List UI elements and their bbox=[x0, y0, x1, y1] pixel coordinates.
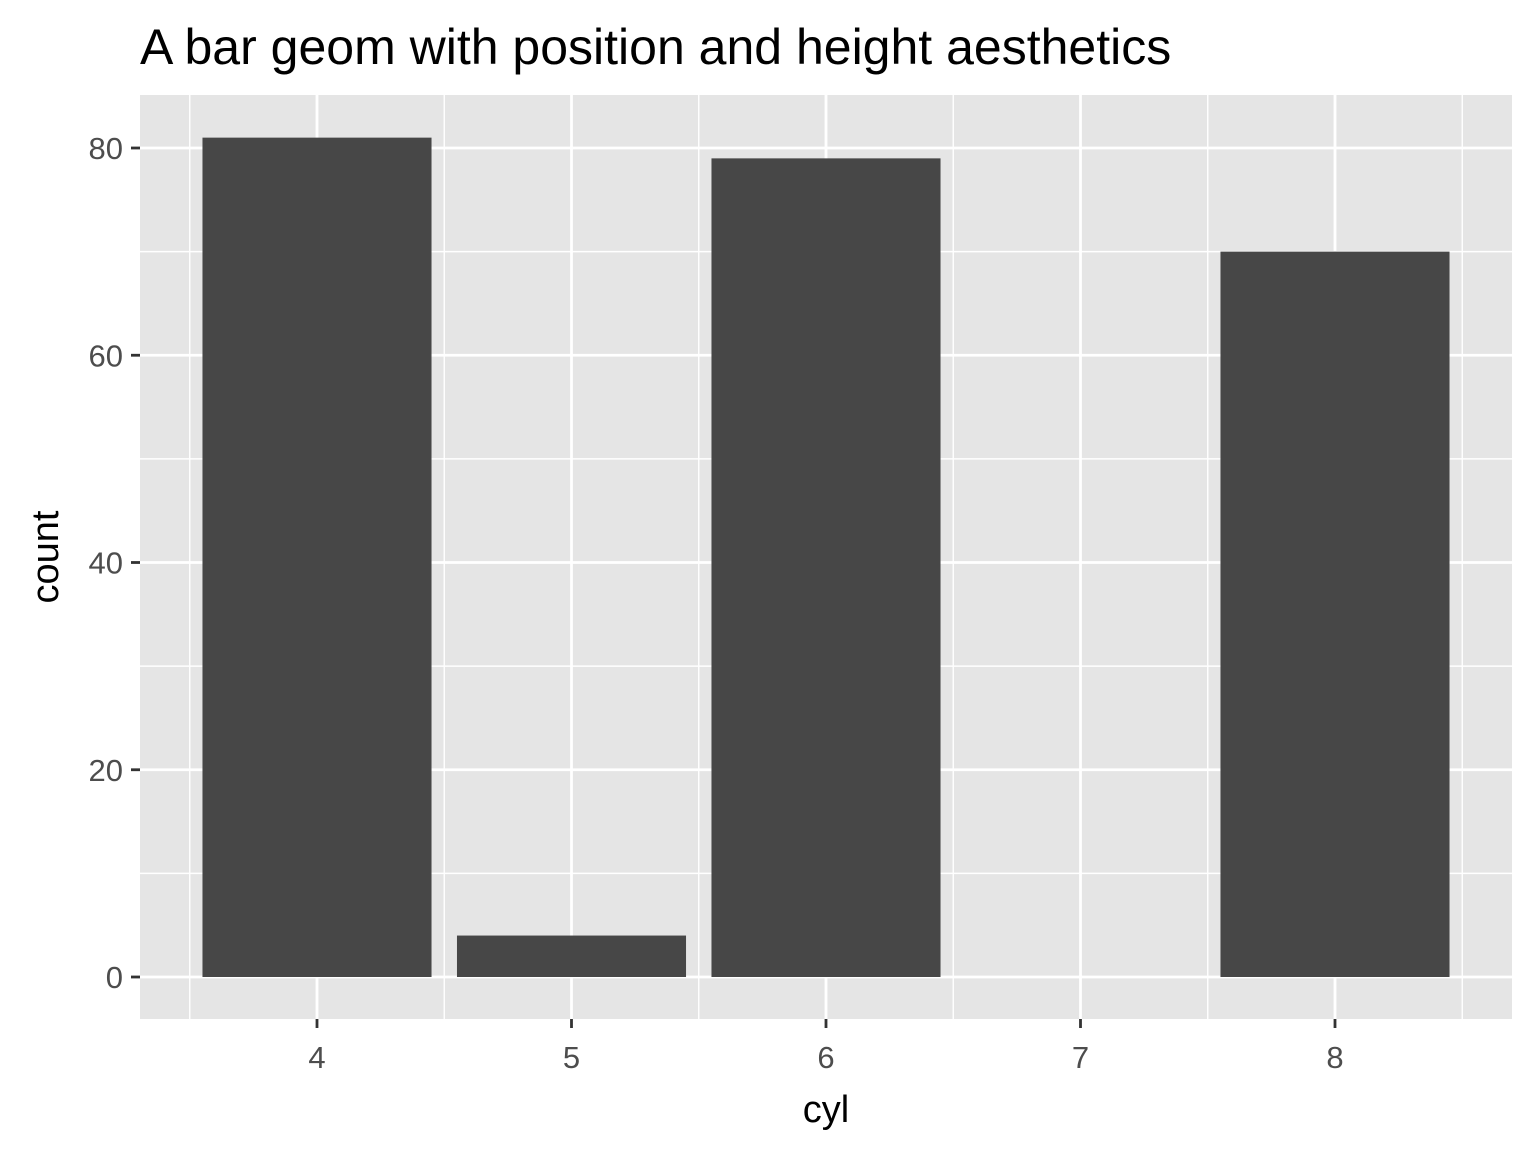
bar-cyl-5 bbox=[456, 935, 687, 977]
y-tick-label: 60 bbox=[89, 338, 123, 373]
x-axis-title: cyl bbox=[803, 1089, 849, 1131]
y-tick-label: 20 bbox=[89, 753, 123, 788]
bar-cyl-4 bbox=[202, 137, 432, 977]
y-tick-label: 0 bbox=[106, 960, 123, 995]
y-axis: 0 20 40 60 80 bbox=[89, 131, 140, 995]
y-tick-label: 40 bbox=[89, 546, 123, 581]
x-axis: 4 5 6 7 8 bbox=[308, 1019, 1344, 1075]
chart-title: A bar geom with position and height aest… bbox=[140, 19, 1171, 75]
y-axis-title: count bbox=[25, 510, 67, 603]
x-tick-label: 6 bbox=[817, 1040, 834, 1075]
x-tick-label: 5 bbox=[563, 1040, 580, 1075]
x-tick-label: 8 bbox=[1326, 1040, 1343, 1075]
bar-cyl-6 bbox=[711, 158, 941, 978]
bars bbox=[202, 137, 1450, 978]
y-tick-label: 80 bbox=[89, 131, 123, 166]
x-tick-label: 7 bbox=[1072, 1040, 1089, 1075]
bar-cyl-8 bbox=[1220, 251, 1450, 977]
x-tick-label: 4 bbox=[308, 1040, 325, 1075]
